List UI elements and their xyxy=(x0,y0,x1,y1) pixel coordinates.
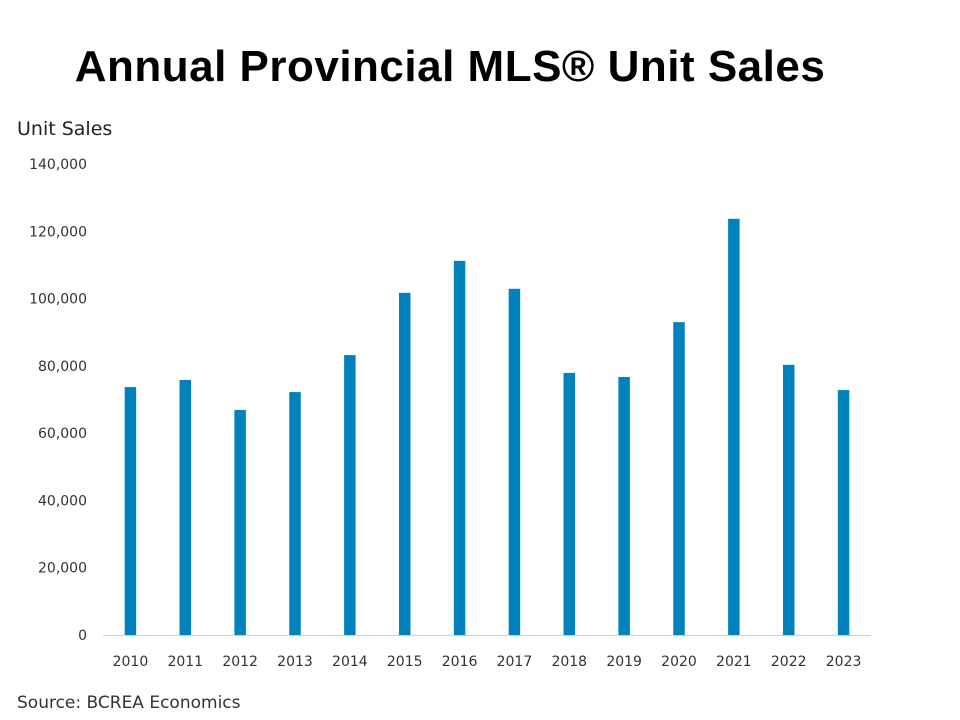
y-tick-label: 0 xyxy=(78,628,87,644)
y-tick-label: 100,000 xyxy=(29,292,87,308)
y-tick-label: 140,000 xyxy=(29,157,87,173)
x-tick-label: 2020 xyxy=(661,654,697,670)
bar-2014 xyxy=(344,355,356,635)
y-tick-label: 80,000 xyxy=(38,359,87,375)
x-tick-label: 2018 xyxy=(551,654,587,670)
bar-2012 xyxy=(234,409,246,635)
bar-2023 xyxy=(837,390,850,635)
bar-2015 xyxy=(398,292,411,635)
x-tick-label: 2017 xyxy=(497,654,533,670)
x-tick-label: 2023 xyxy=(826,654,862,670)
x-tick-label: 2010 xyxy=(113,654,149,670)
bar-2013 xyxy=(289,392,301,635)
x-tick-label: 2012 xyxy=(222,654,258,670)
bar-2016 xyxy=(453,260,466,635)
source-note: Source: BCREA Economics xyxy=(17,693,241,713)
x-tick-label: 2011 xyxy=(167,654,203,670)
chart-title: Annual Provincial MLS® Unit Sales xyxy=(74,42,826,91)
y-tick-label: 60,000 xyxy=(38,426,87,442)
y-tick-label: 40,000 xyxy=(38,493,87,509)
bar-2020 xyxy=(673,322,685,635)
bar-2019 xyxy=(618,376,630,635)
x-tick-label: 2021 xyxy=(716,654,752,670)
y-tick-label: 120,000 xyxy=(29,224,87,240)
bar-2021 xyxy=(728,218,740,635)
x-tick-label: 2015 xyxy=(387,654,423,670)
y-tick-label: 20,000 xyxy=(38,561,87,577)
bar-2022 xyxy=(782,364,795,635)
x-tick-label: 2016 xyxy=(442,654,478,670)
x-tick-label: 2013 xyxy=(277,654,313,670)
bar-2011 xyxy=(179,379,192,635)
y-axis-label: Unit Sales xyxy=(17,118,113,140)
x-tick-label: 2022 xyxy=(771,654,807,670)
bar-2017 xyxy=(508,288,521,635)
bar-2018 xyxy=(563,372,576,635)
bar-2010 xyxy=(124,387,137,635)
x-tick-label: 2019 xyxy=(606,654,642,670)
x-tick-label: 2014 xyxy=(332,654,368,670)
